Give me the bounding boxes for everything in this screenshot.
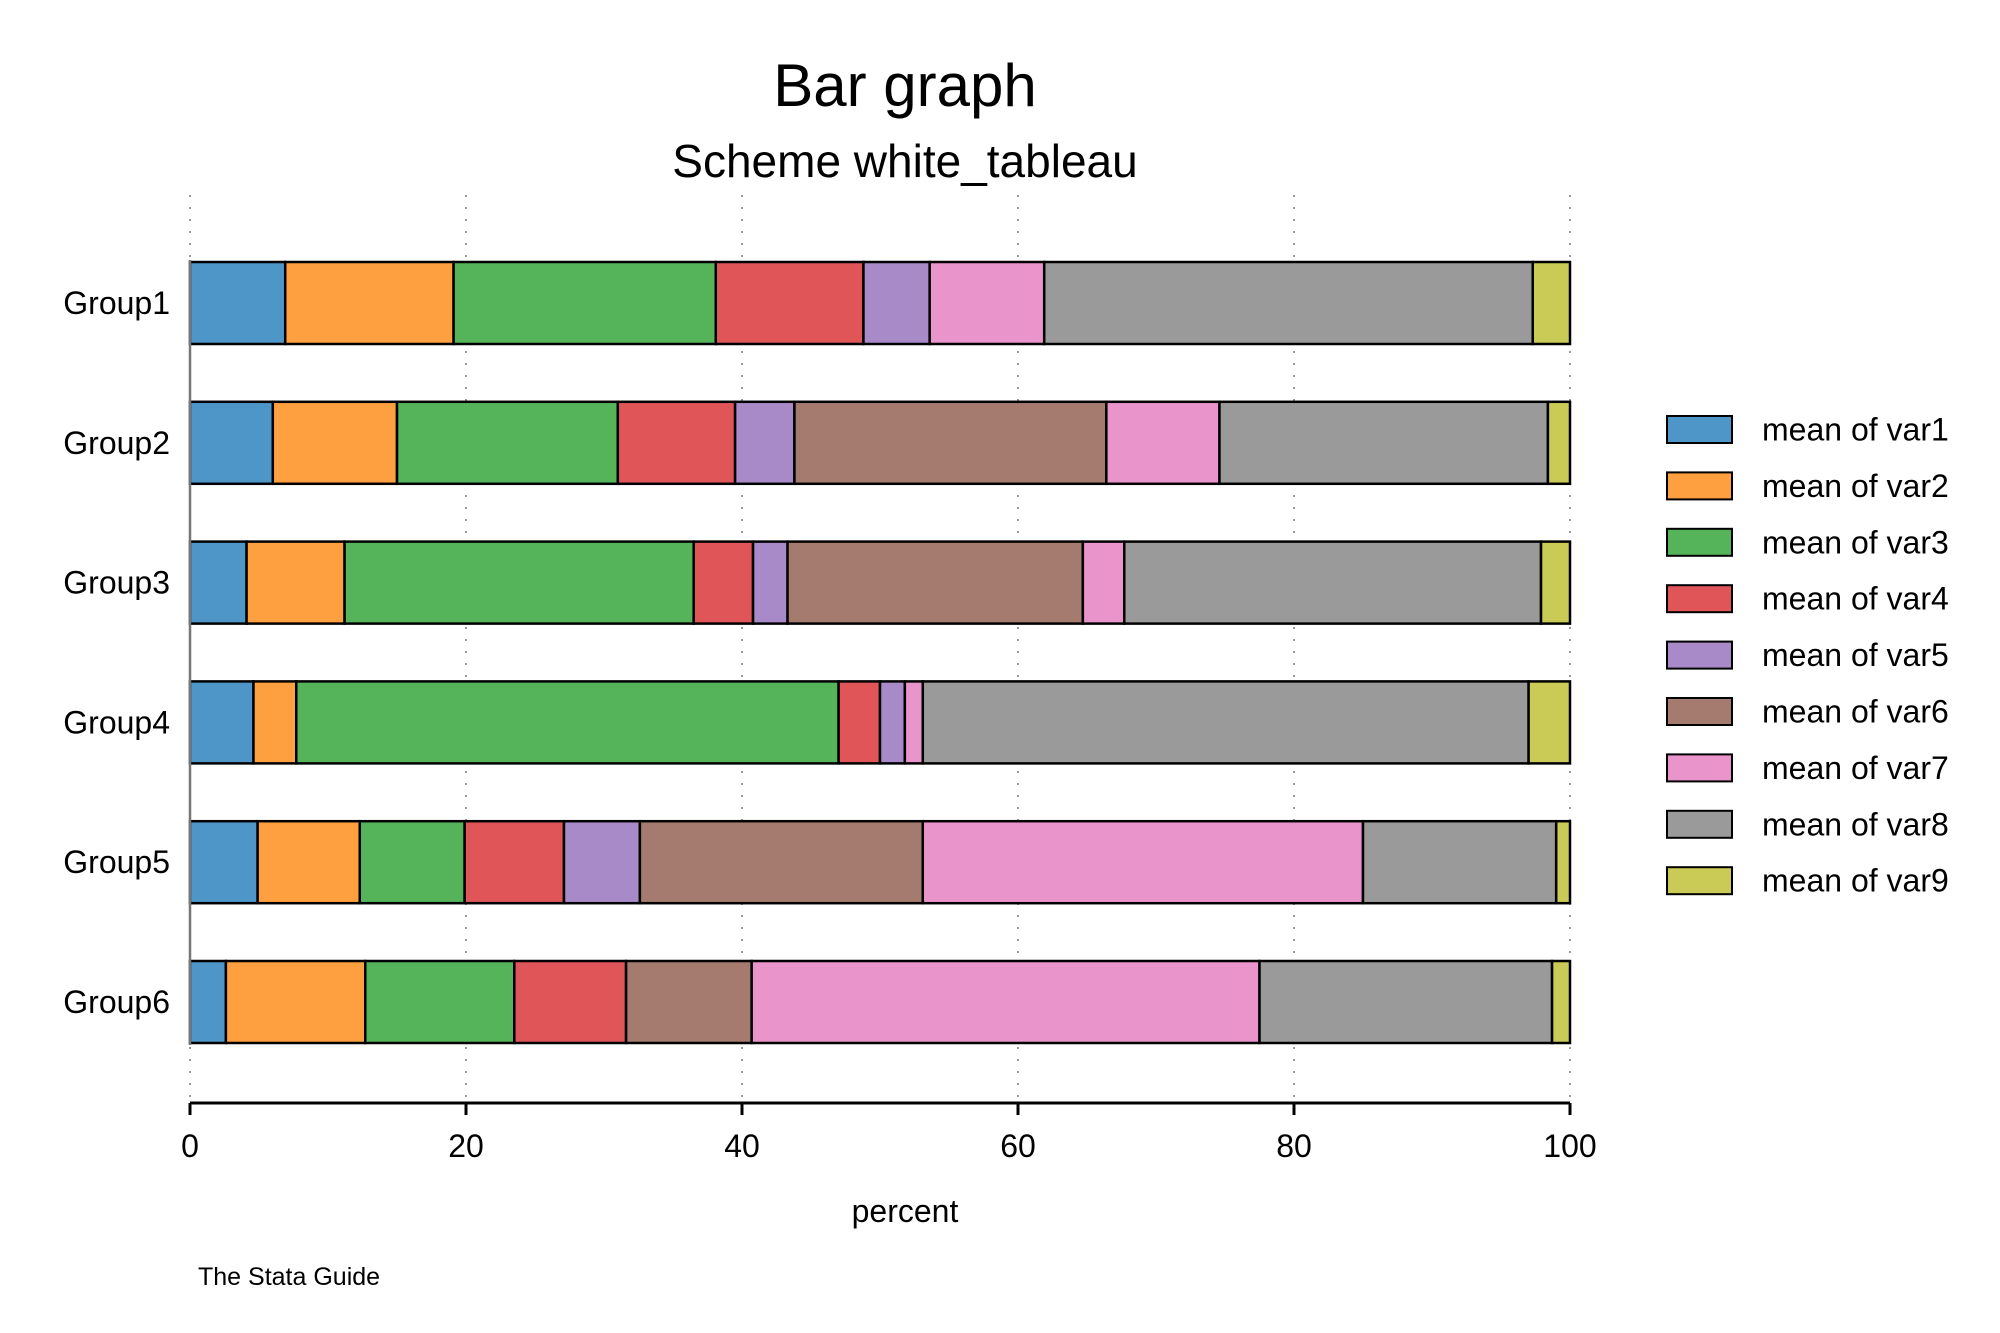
bar-group1-var4 <box>714 260 865 346</box>
bar-group1-var3 <box>452 260 718 346</box>
bar-group3-var6 <box>786 540 1085 625</box>
bar-group2-var6 <box>793 400 1108 486</box>
bar-group3-var9 <box>1539 540 1572 625</box>
category-label-group1: Group1 <box>63 285 170 321</box>
bar-group3-var1 <box>188 540 248 625</box>
legend-swatch-var4 <box>1666 584 1733 614</box>
bar-group5-var7 <box>921 819 1365 905</box>
bar-group6-var3 <box>364 959 516 1045</box>
category-label-group2: Group2 <box>63 425 170 461</box>
bar-group2-var9 <box>1546 400 1572 486</box>
bar-group2-var7 <box>1105 400 1221 486</box>
legend-label-var7: mean of var7 <box>1762 750 1949 786</box>
legend-swatch-var9 <box>1666 866 1733 896</box>
category-label-group4: Group4 <box>63 704 170 740</box>
bar-group4-var4 <box>837 680 882 765</box>
x-tick-label-100: 100 <box>1543 1128 1596 1164</box>
bar-group4-var9 <box>1527 680 1572 765</box>
legend-label-var1: mean of var1 <box>1762 412 1949 448</box>
chart-title: Bar graph <box>773 52 1037 119</box>
bar-group5-var5 <box>562 819 642 905</box>
chart-note: The Stata Guide <box>198 1263 380 1291</box>
bar-group3-var3 <box>343 540 695 625</box>
legend: mean of var1 mean of var2 mean of var3 mean… <box>1666 412 1949 899</box>
bar-group3-var8 <box>1123 540 1543 625</box>
category-label-group3: Group3 <box>63 565 170 601</box>
bar-group5-var8 <box>1361 819 1558 905</box>
bar-group5-var9 <box>1554 819 1572 905</box>
legend-label-var3: mean of var3 <box>1762 524 1949 560</box>
bar-group5-var1 <box>188 819 259 905</box>
legend-swatch-var7 <box>1666 753 1733 783</box>
bar-group2-var1 <box>188 400 275 486</box>
x-tick-label-20: 20 <box>448 1128 484 1164</box>
bar-group5-var4 <box>463 819 566 905</box>
legend-label-var2: mean of var2 <box>1762 468 1949 504</box>
bar-group4-var3 <box>295 680 840 765</box>
bar-group6-var1 <box>188 959 228 1045</box>
bar-group6-var2 <box>224 959 367 1045</box>
legend-swatch-var6 <box>1666 697 1733 726</box>
bar-group4-var8 <box>921 680 1530 765</box>
bar-group1-var9 <box>1531 260 1572 346</box>
bar-group4-var1 <box>188 680 255 765</box>
category-labels: Group1 Group2 Group3 Group4 Group5 Group6 <box>63 285 170 1020</box>
x-tick-label-40: 40 <box>724 1128 760 1164</box>
bar-group6-var9 <box>1550 959 1572 1045</box>
legend-swatch-var1 <box>1666 415 1733 444</box>
chart-subtitle: Scheme white_tableau <box>672 135 1137 187</box>
x-tick-label-80: 80 <box>1276 1128 1312 1164</box>
bar-group4-var5 <box>878 680 907 765</box>
bar-group6-var7 <box>750 959 1261 1045</box>
legend-swatch-var3 <box>1666 527 1733 557</box>
bar-group2-var8 <box>1218 400 1550 486</box>
axes <box>188 260 1572 1115</box>
legend-swatch-var2 <box>1666 471 1733 501</box>
bar-group3-var5 <box>751 540 789 625</box>
bar-group2-var2 <box>271 400 399 486</box>
bar-group2-var3 <box>395 400 620 486</box>
bar-group1-var7 <box>928 260 1046 346</box>
legend-swatch-var5 <box>1666 640 1733 670</box>
x-tick-label-60: 60 <box>1000 1128 1036 1164</box>
bar-group1-var1 <box>188 260 287 346</box>
bar-group5-var6 <box>638 819 925 905</box>
bar-group1-var5 <box>862 260 931 346</box>
category-label-group5: Group5 <box>63 844 170 880</box>
bar-group6-var6 <box>624 959 753 1045</box>
legend-label-var5: mean of var5 <box>1762 637 1949 673</box>
x-axis-title: percent <box>852 1193 959 1229</box>
bar-group4-var2 <box>252 680 298 765</box>
bar-group2-var4 <box>616 400 737 486</box>
bar-group6-var4 <box>513 959 628 1045</box>
bar-group5-var2 <box>256 819 361 905</box>
bar-group4-var7 <box>903 680 925 765</box>
legend-label-var9: mean of var9 <box>1762 863 1949 899</box>
legend-label-var4: mean of var4 <box>1762 581 1949 617</box>
bar-group6-var8 <box>1258 959 1554 1045</box>
bar-group2-var5 <box>733 400 796 486</box>
bars <box>188 260 1572 1045</box>
legend-label-var8: mean of var8 <box>1762 806 1949 842</box>
legend-label-var6: mean of var6 <box>1762 694 1949 730</box>
bar-group5-var3 <box>358 819 466 905</box>
legend-swatch-var8 <box>1666 809 1733 839</box>
bar-group1-var2 <box>283 260 455 346</box>
bar-group1-var8 <box>1042 260 1534 346</box>
category-label-group6: Group6 <box>63 984 170 1020</box>
x-tick-label-0: 0 <box>181 1128 199 1164</box>
bar-group3-var7 <box>1081 540 1126 625</box>
bar-group3-var4 <box>692 540 755 625</box>
bar-group3-var2 <box>245 540 346 625</box>
x-tick-labels: 0 20 40 60 80 100 <box>181 1128 1597 1164</box>
